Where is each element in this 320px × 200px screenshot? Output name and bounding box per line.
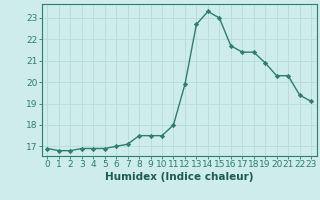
X-axis label: Humidex (Indice chaleur): Humidex (Indice chaleur) [105,172,253,182]
